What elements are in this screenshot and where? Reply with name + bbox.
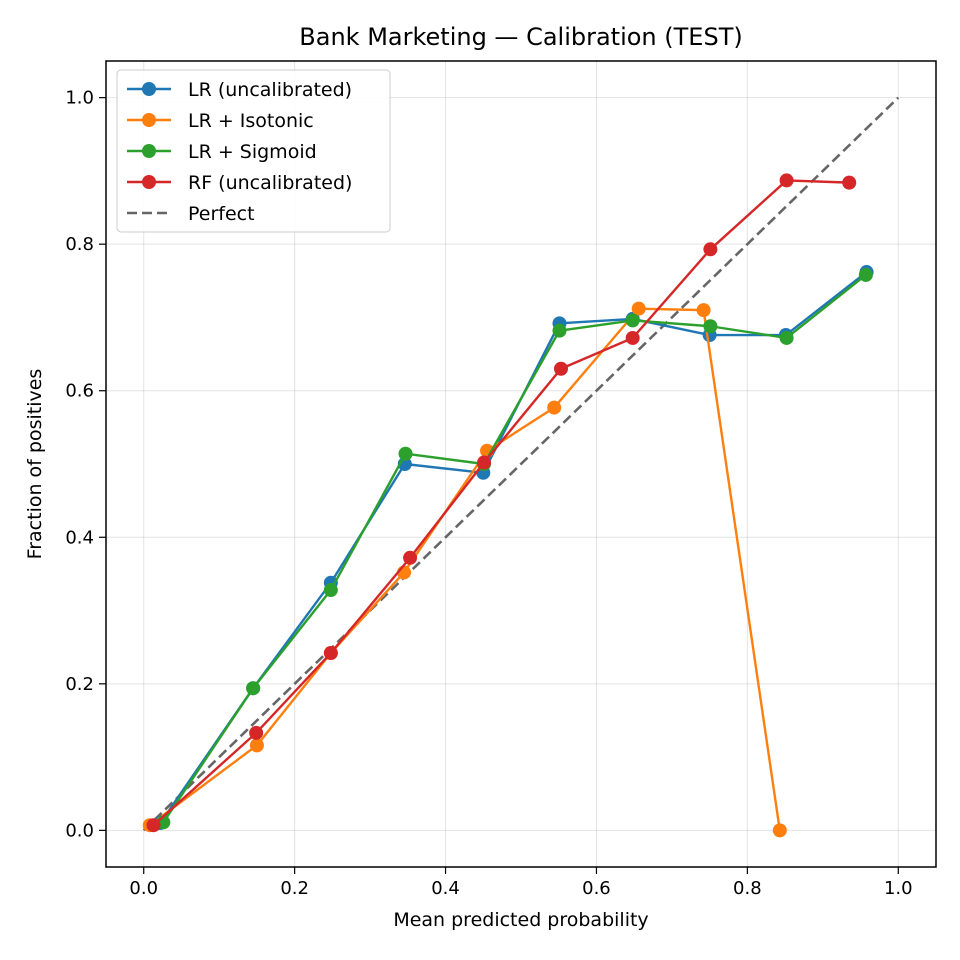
- legend-label: LR + Sigmoid: [188, 141, 317, 163]
- perfect-calibration-line: [142, 96, 900, 832]
- legend-label: Perfect: [188, 203, 255, 225]
- legend: LR (uncalibrated) LR + Isotonic LR + Sigmo…: [116, 69, 391, 233]
- legend-box: [116, 69, 391, 233]
- series-point: [553, 361, 568, 376]
- x-tick-label: 1.0: [884, 878, 913, 899]
- series-point: [547, 400, 562, 415]
- series-group: [142, 96, 900, 832]
- x-axis-label: Mean predicted probability: [393, 909, 648, 931]
- grid: [106, 61, 936, 867]
- series-point: [323, 646, 338, 661]
- y-tick-label: 0.8: [65, 234, 94, 255]
- legend-swatch-marker: [142, 82, 156, 96]
- legend-swatch-marker: [142, 175, 156, 189]
- x-tick-label: 0.0: [129, 878, 158, 899]
- x-tick-label: 0.6: [582, 878, 611, 899]
- series-point: [146, 818, 161, 833]
- axis-ticks: 0.0 0.2 0.4 0.6 0.8 1.0 0.0 0.2 0.4 0.6 0.8 1.0: [65, 88, 912, 899]
- series-point: [858, 267, 873, 282]
- y-tick-label: 0.4: [65, 527, 94, 548]
- series-point: [477, 455, 492, 470]
- series-point: [398, 446, 413, 461]
- series-point: [772, 823, 787, 838]
- series-point: [631, 301, 646, 316]
- y-axis-label: Fraction of positives: [24, 369, 46, 560]
- y-tick-label: 0.2: [65, 674, 94, 695]
- series-point: [779, 330, 794, 345]
- series-point: [403, 550, 418, 565]
- series-point: [696, 303, 711, 318]
- legend-swatch-marker: [142, 113, 156, 127]
- chart-title: Bank Marketing — Calibration (TEST): [299, 23, 742, 51]
- series-point: [703, 319, 718, 334]
- legend-label: LR (uncalibrated): [188, 79, 352, 101]
- series-point: [842, 175, 857, 190]
- legend-swatch-marker: [142, 144, 156, 158]
- series-point: [249, 725, 264, 740]
- series-point: [779, 173, 794, 188]
- series-group: [156, 267, 873, 830]
- series-point: [625, 313, 640, 328]
- series-line: [152, 179, 850, 827]
- x-tick-label: 0.4: [431, 878, 460, 899]
- y-tick-label: 0.6: [65, 381, 94, 402]
- y-tick-label: 1.0: [65, 88, 94, 109]
- x-tick-label: 0.8: [733, 878, 762, 899]
- series-line: [162, 274, 867, 823]
- series-point: [249, 738, 264, 753]
- series-point: [246, 681, 261, 696]
- y-tick-label: 0.0: [65, 820, 94, 841]
- legend-label: RF (uncalibrated): [188, 172, 352, 194]
- plot-area: [142, 96, 900, 838]
- legend-label: LR + Isotonic: [188, 110, 314, 132]
- series-point: [625, 330, 640, 345]
- series-point: [552, 323, 567, 338]
- x-tick-label: 0.2: [280, 878, 309, 899]
- series-point: [323, 583, 338, 598]
- axes-frame: [105, 60, 937, 868]
- series-point: [703, 242, 718, 257]
- series-group: [146, 173, 857, 833]
